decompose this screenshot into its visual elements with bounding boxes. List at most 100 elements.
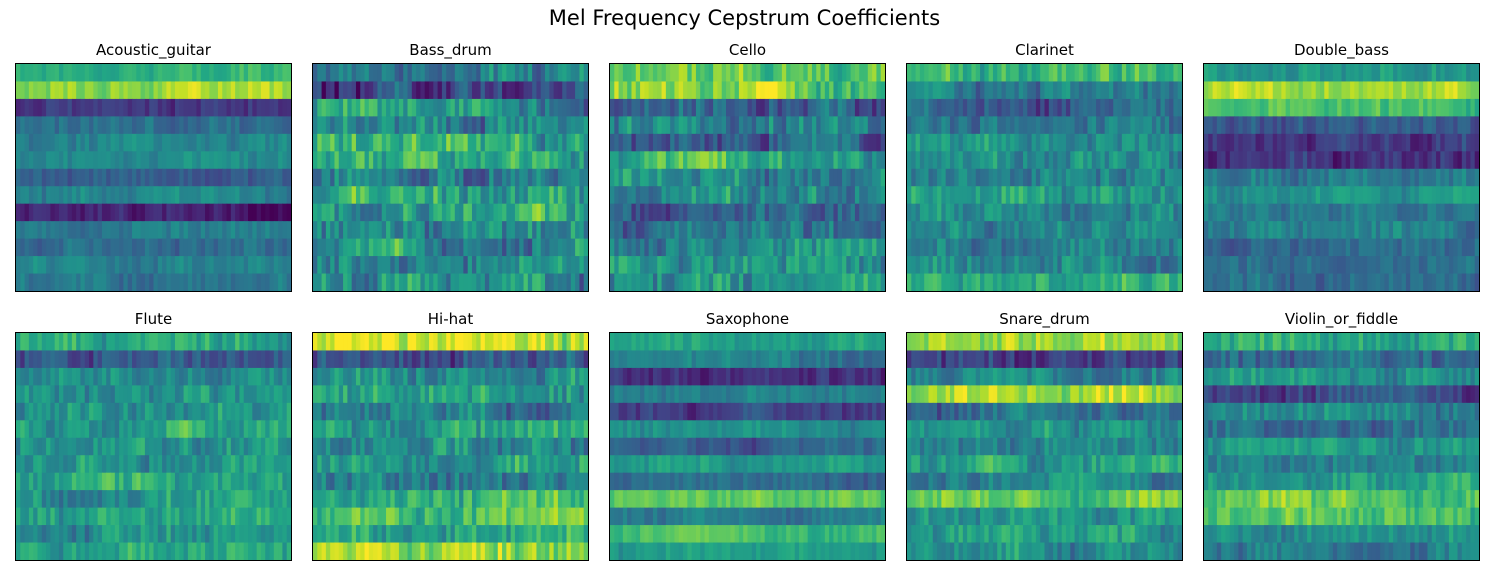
heatmap-cell bbox=[235, 116, 241, 135]
heatmap-cell bbox=[136, 238, 142, 257]
heatmap-cell bbox=[63, 186, 69, 205]
heatmap-cell bbox=[743, 221, 749, 240]
heatmap-cell bbox=[614, 98, 620, 117]
heatmap-cell bbox=[20, 238, 26, 257]
heatmap-cell bbox=[252, 116, 258, 135]
heatmap-cell bbox=[1307, 186, 1313, 205]
heatmap-cell bbox=[149, 402, 155, 421]
heatmap-cell bbox=[200, 333, 206, 352]
heatmap-cell bbox=[41, 238, 47, 257]
heatmap-cell bbox=[248, 472, 253, 491]
heatmap-cell bbox=[213, 116, 219, 135]
heatmap-cell bbox=[928, 98, 934, 117]
heatmap-cell bbox=[867, 151, 873, 170]
heatmap-cell bbox=[523, 256, 529, 275]
heatmap-cell bbox=[377, 168, 383, 187]
heatmap-cell bbox=[678, 151, 684, 170]
heatmap-cell bbox=[1289, 256, 1295, 275]
heatmap-cell bbox=[1255, 98, 1261, 117]
heatmap-cell bbox=[269, 168, 275, 187]
heatmap-cell bbox=[1277, 186, 1282, 205]
heatmap-cell bbox=[768, 238, 774, 257]
heatmap-cell bbox=[1367, 168, 1373, 187]
heatmap-cell bbox=[665, 238, 671, 257]
heatmap-cell bbox=[1345, 116, 1351, 135]
heatmap-cell bbox=[493, 203, 499, 222]
heatmap-cell bbox=[217, 333, 223, 352]
heatmap-cell bbox=[1453, 98, 1459, 117]
heatmap-cell bbox=[252, 98, 258, 117]
heatmap-cell bbox=[1113, 221, 1119, 240]
heatmap-cell bbox=[166, 507, 172, 526]
heatmap-cell bbox=[166, 116, 172, 135]
heatmap-cell bbox=[63, 437, 69, 456]
heatmap-cell bbox=[622, 81, 628, 100]
heatmap-cell bbox=[1242, 186, 1248, 205]
heatmap-cell bbox=[816, 256, 822, 275]
heatmap-cell bbox=[381, 238, 387, 257]
heatmap-cell bbox=[1027, 168, 1033, 187]
heatmap-cell bbox=[575, 273, 581, 291]
heatmap-cell bbox=[1431, 98, 1437, 117]
heatmap-cell bbox=[1238, 256, 1244, 275]
heatmap-cell bbox=[187, 507, 193, 526]
heatmap-cell bbox=[260, 168, 266, 187]
heatmap-cell bbox=[575, 81, 581, 100]
heatmap-cell bbox=[1264, 81, 1270, 100]
heatmap-cell bbox=[351, 238, 357, 257]
heatmap-cell bbox=[1294, 168, 1300, 187]
heatmap-cell bbox=[691, 98, 697, 117]
heatmap-cell bbox=[1177, 133, 1182, 152]
heatmap-cell bbox=[140, 238, 146, 257]
heatmap-cell bbox=[713, 81, 719, 100]
heatmap-cell bbox=[506, 168, 512, 187]
heatmap-cell bbox=[1444, 186, 1450, 205]
heatmap-cell bbox=[334, 151, 340, 170]
heatmap-cell bbox=[730, 168, 736, 187]
heatmap-cell bbox=[317, 203, 323, 222]
heatmap-cell bbox=[738, 116, 744, 135]
heatmap-cell bbox=[786, 81, 792, 100]
heatmap-cell bbox=[949, 98, 955, 117]
heatmap-cell bbox=[248, 273, 253, 291]
heatmap-cell bbox=[106, 385, 112, 404]
heatmap-cell bbox=[713, 273, 719, 291]
heatmap-cell bbox=[1053, 221, 1058, 240]
heatmap-cell bbox=[1341, 221, 1347, 240]
heatmap-cell bbox=[205, 490, 210, 509]
heatmap-cell bbox=[863, 64, 869, 83]
heatmap-cell bbox=[907, 186, 912, 205]
heatmap-cell bbox=[89, 256, 94, 275]
heatmap-cell bbox=[153, 98, 159, 117]
heatmap-cell bbox=[459, 203, 464, 222]
heatmap-cell bbox=[816, 186, 822, 205]
heatmap-cell bbox=[170, 420, 176, 439]
heatmap-cell bbox=[980, 133, 985, 152]
heatmap-cell bbox=[1285, 273, 1291, 291]
heatmap-cell bbox=[179, 490, 185, 509]
heatmap-cell bbox=[734, 168, 740, 187]
heatmap-cell bbox=[1324, 186, 1330, 205]
heatmap-cell bbox=[1302, 221, 1308, 240]
heatmap-cell bbox=[429, 98, 434, 117]
heatmap-cell bbox=[1208, 203, 1214, 222]
heatmap-cell bbox=[386, 168, 391, 187]
heatmap-cell bbox=[1087, 168, 1093, 187]
heatmap-cell bbox=[1121, 133, 1127, 152]
heatmap-cell bbox=[747, 256, 753, 275]
heatmap-cell bbox=[937, 168, 942, 187]
heatmap-cell bbox=[1388, 256, 1394, 275]
heatmap-cell bbox=[390, 186, 396, 205]
heatmap-cell bbox=[429, 186, 434, 205]
heatmap-cell bbox=[1023, 81, 1028, 100]
heatmap-cell bbox=[562, 81, 568, 100]
heatmap-cell bbox=[1083, 81, 1089, 100]
heatmap-cell bbox=[149, 98, 155, 117]
heatmap-cell bbox=[704, 186, 710, 205]
heatmap-cell bbox=[80, 238, 86, 257]
heatmap-cell bbox=[41, 542, 47, 560]
heatmap-cell bbox=[84, 420, 90, 439]
heatmap-cell bbox=[1405, 81, 1411, 100]
heatmap-cell bbox=[1272, 256, 1278, 275]
heatmap-cell bbox=[1053, 116, 1058, 135]
